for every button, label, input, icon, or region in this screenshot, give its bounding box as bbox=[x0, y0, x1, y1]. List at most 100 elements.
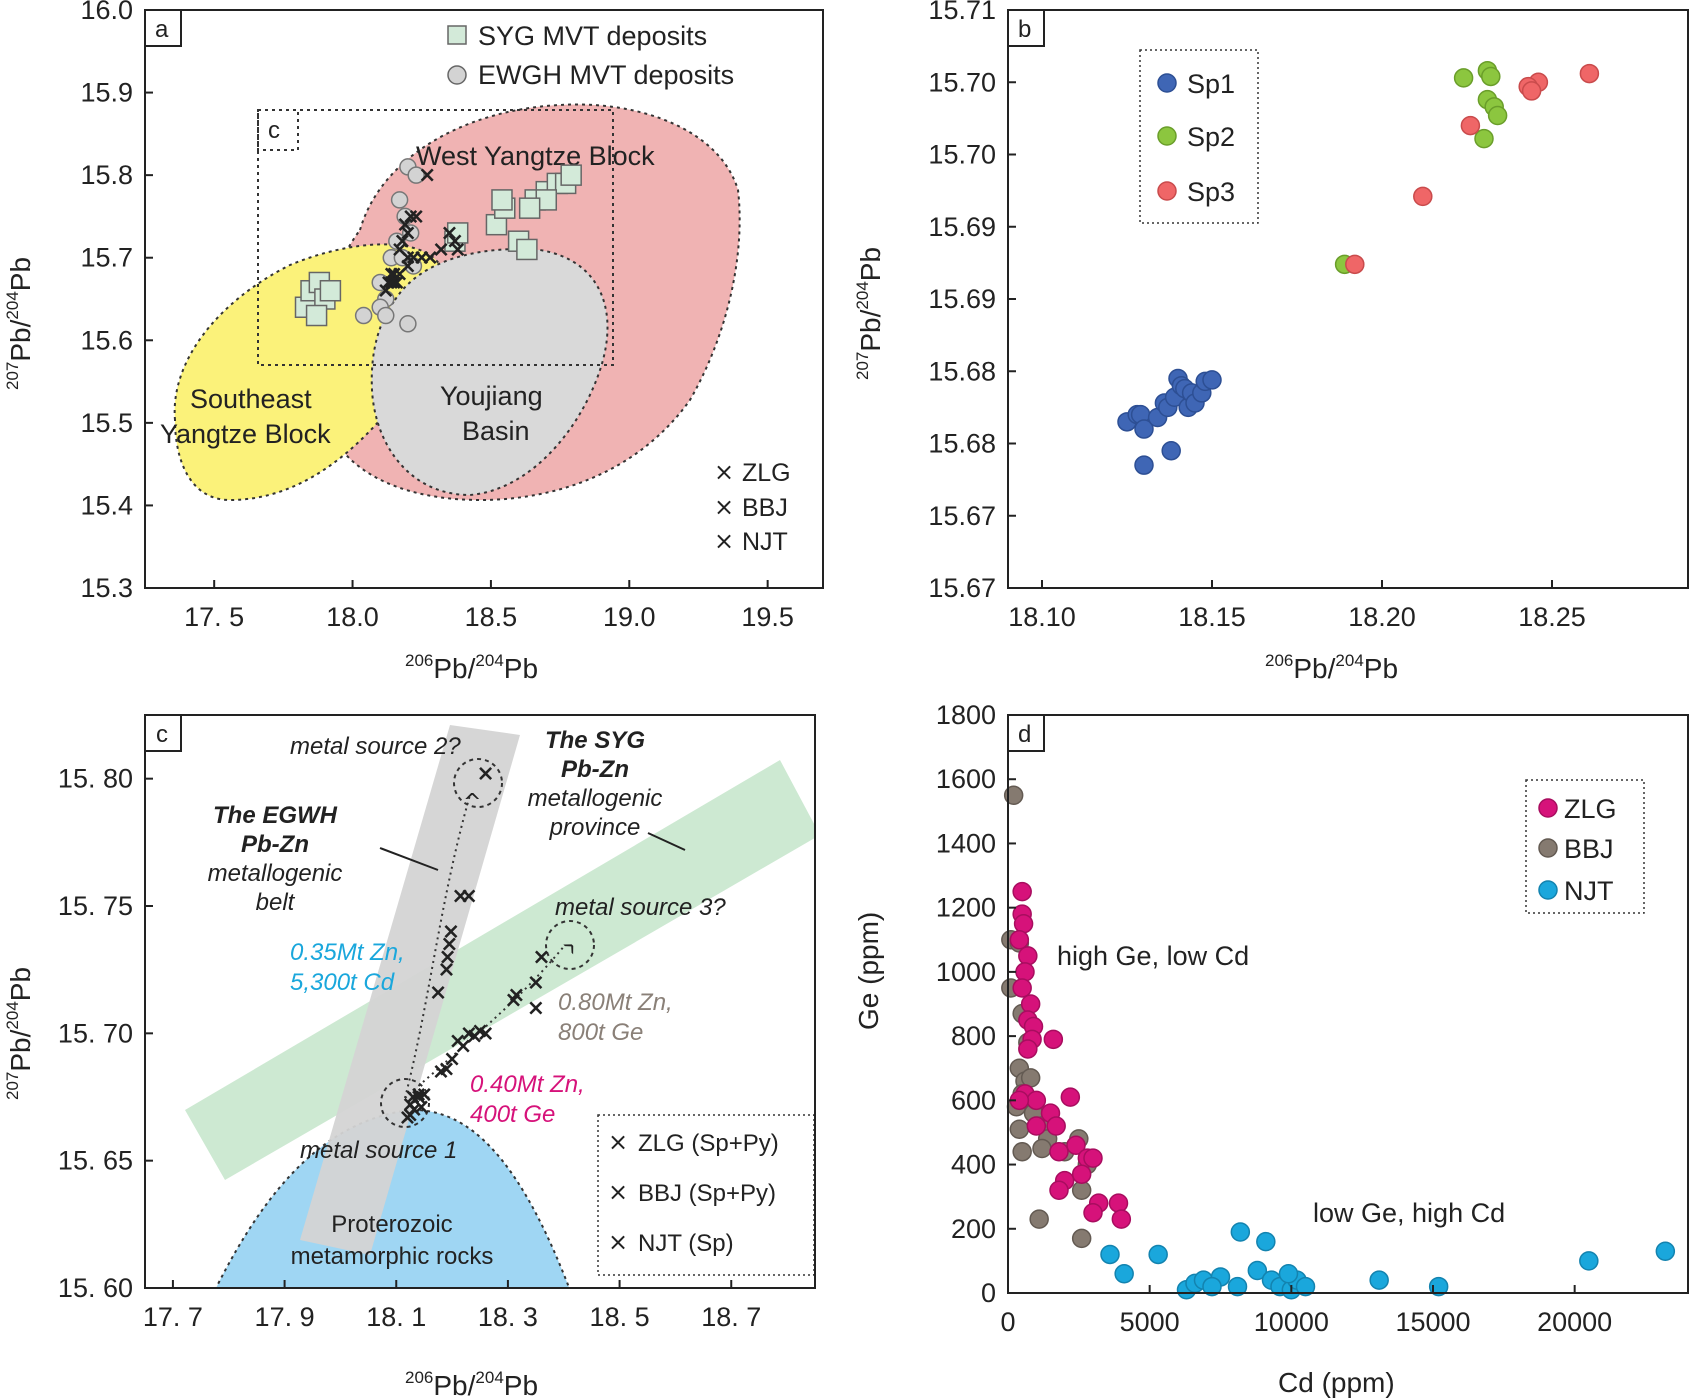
metal-source-2-circle bbox=[453, 758, 503, 808]
ewgh-point bbox=[404, 257, 423, 275]
panel-d-ytick-label: 600 bbox=[951, 1085, 996, 1115]
legend-c-njt-marker-icon: × bbox=[608, 1228, 628, 1256]
panel-d-xtick-label: 5000 bbox=[1120, 1307, 1180, 1337]
syg-point bbox=[516, 238, 538, 261]
zlg-point bbox=[1083, 1202, 1103, 1223]
panel-b-xlabel: 206Pb/204Pb bbox=[1265, 651, 1398, 684]
zlg-point bbox=[1060, 1087, 1081, 1107]
panel-d-ytick-label: 1200 bbox=[936, 893, 996, 923]
panel-a-ylabel: 207Pb/204Pb bbox=[3, 257, 36, 390]
annotation-low-ge: low Ge, high Cd bbox=[1313, 1198, 1505, 1228]
panel-b-ytick-label: 15.71 bbox=[928, 0, 996, 25]
panel-a-ytick-label: 16.0 bbox=[80, 0, 133, 25]
field-label-southeast: Southeast bbox=[190, 384, 312, 414]
legend-c-zlg-label: ZLG (Sp+Py) bbox=[638, 1130, 779, 1157]
panel-b-xtick-label: 18.20 bbox=[1348, 602, 1416, 632]
njt-point: × bbox=[382, 270, 400, 295]
njt-point: × bbox=[437, 958, 455, 983]
ewgh-point bbox=[390, 191, 409, 209]
njt-point bbox=[1148, 1244, 1168, 1265]
njt-point bbox=[1369, 1270, 1389, 1290]
bbj-point bbox=[1003, 785, 1024, 806]
panel-c-ytick-label: 15. 80 bbox=[58, 764, 133, 794]
panel-b-ylabel: 207Pb/204Pb bbox=[853, 247, 886, 380]
syg-metallogenic-province-band bbox=[185, 760, 815, 1180]
panel-b-ytick-label: 15.67 bbox=[928, 501, 996, 531]
panel-a-letter-box bbox=[144, 9, 182, 47]
panel-c-xtick-label: 17. 7 bbox=[143, 1302, 203, 1332]
panel-b-marks bbox=[1117, 60, 1600, 475]
panel-c-frame bbox=[144, 714, 816, 1289]
panel-c-ylabel: 207Pb/204Pb bbox=[3, 967, 36, 1100]
njt-point: × bbox=[476, 762, 494, 787]
zlg-reserve-line2: 400t Ge bbox=[470, 1101, 555, 1128]
panel-d-marks bbox=[1001, 785, 1676, 1300]
sp3-point bbox=[1413, 186, 1433, 207]
zlg-point: × bbox=[443, 1047, 461, 1072]
legend-d-bbj-label: BBJ bbox=[1564, 834, 1614, 864]
njt-point: × bbox=[399, 221, 417, 246]
egwh-label-line4: belt bbox=[256, 889, 296, 916]
bbj-point bbox=[1029, 1209, 1049, 1229]
label-metal-source-1: metal source 1 bbox=[300, 1137, 457, 1164]
panel-c-letter: c bbox=[156, 721, 168, 748]
njt-point: × bbox=[401, 204, 419, 229]
panel-a-inset-box bbox=[257, 109, 614, 366]
zlg-point: × bbox=[404, 246, 422, 271]
njt-point: × bbox=[396, 213, 414, 238]
panel-a-marks: ×××××××××××××××××××××××× bbox=[294, 158, 582, 333]
zlg-point: × bbox=[409, 1082, 427, 1107]
sp1-point bbox=[1134, 455, 1154, 475]
zlg-point: × bbox=[382, 262, 400, 287]
panel-b-ytick-label: 15.69 bbox=[928, 284, 996, 314]
legend-syg-square-icon bbox=[447, 25, 467, 45]
zlg-point bbox=[1111, 1209, 1132, 1229]
youjiang-basin-field bbox=[370, 248, 609, 497]
proterozoic-metamorphic-field bbox=[214, 1108, 571, 1288]
panel-d-ytick-label: 400 bbox=[951, 1150, 996, 1180]
zlg-point: × bbox=[448, 1029, 466, 1054]
zlg-point: × bbox=[399, 254, 417, 279]
panel-c-legend-box bbox=[597, 1114, 815, 1276]
zlg-point bbox=[1026, 1090, 1047, 1111]
zlg-point: × bbox=[401, 1093, 419, 1118]
njt-point: × bbox=[412, 1095, 430, 1120]
legend-zlg-marker-icon: × bbox=[714, 458, 734, 486]
syg-point bbox=[491, 189, 513, 211]
syg-label: The SYG Pb-Zn metallogenic province bbox=[528, 727, 663, 841]
njt-point: × bbox=[440, 932, 458, 957]
legend-njt-label: NJT bbox=[742, 528, 788, 556]
panel-d-ytick-label: 800 bbox=[951, 1021, 996, 1051]
zlg-point: × bbox=[421, 246, 439, 271]
zlg-point bbox=[1012, 881, 1032, 902]
bbj-point bbox=[1071, 1180, 1092, 1200]
zlg-point: × bbox=[388, 270, 406, 295]
njt-point: × bbox=[451, 884, 469, 909]
panel-d-letter: d bbox=[1018, 721, 1031, 748]
label-metal-source-3: metal source 3? bbox=[555, 894, 726, 921]
zlg-point bbox=[1013, 913, 1034, 934]
bbj-point: × bbox=[440, 221, 458, 246]
zlg-point: × bbox=[465, 1024, 483, 1049]
zlg-point bbox=[1071, 1164, 1092, 1184]
syg-point bbox=[446, 222, 469, 244]
zlg-point bbox=[1049, 1141, 1069, 1162]
panel-a-legend-bottom: × ZLG × BBJ × NJT bbox=[714, 458, 791, 556]
njt-point bbox=[1278, 1263, 1299, 1284]
egwh-callout-line bbox=[379, 847, 439, 871]
zlg-point: × bbox=[379, 270, 397, 295]
syg-label-line3: metallogenic bbox=[528, 785, 663, 812]
metal-source-1-circle bbox=[380, 1078, 430, 1128]
njt-point bbox=[1230, 1222, 1251, 1242]
egwh-label: The EGWH Pb-Zn metallogenic belt bbox=[208, 802, 343, 916]
annotation-high-ge: high Ge, low Cd bbox=[1057, 941, 1249, 971]
panel-a: c West Yangtze Block Southeast Yangtze B… bbox=[3, 0, 824, 684]
legend-ewgh-label: EWGH MVT deposits bbox=[478, 60, 734, 90]
njt-point: × bbox=[460, 884, 478, 909]
bbj-point: × bbox=[527, 970, 545, 995]
zlg-point: × bbox=[504, 988, 522, 1013]
bbj-reserve-line1: 0.80Mt Zn, bbox=[558, 989, 673, 1016]
panel-c-xtick-label: 18. 5 bbox=[590, 1302, 650, 1332]
panel-d-axes: 0 5000 10000 15000 20000 0 200 400 600 800 1000 120… bbox=[936, 700, 1612, 1337]
